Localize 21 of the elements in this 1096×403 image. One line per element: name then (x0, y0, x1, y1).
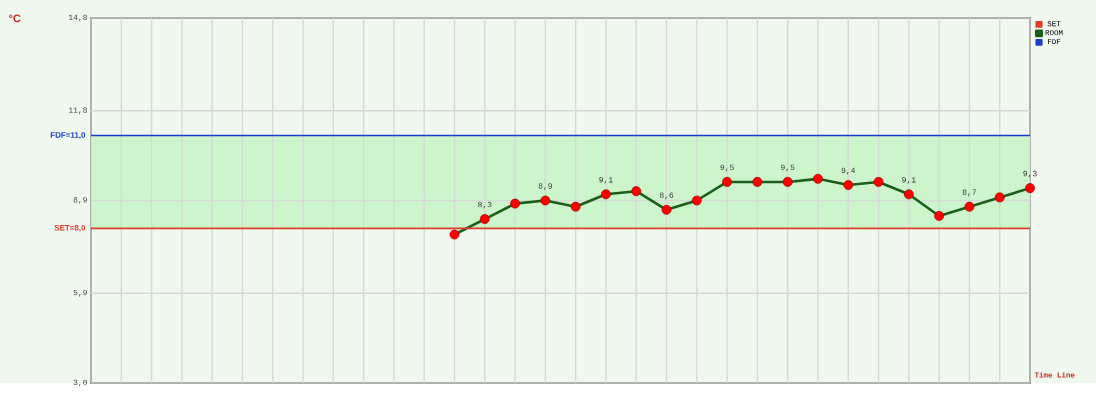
point (540, 195, 551, 206)
y-axis-title: °C (9, 14, 21, 23)
point (449, 229, 460, 240)
point (510, 198, 520, 209)
point (994, 192, 1005, 203)
point (843, 180, 854, 190)
point (1025, 183, 1035, 194)
point (903, 189, 914, 200)
point (570, 201, 581, 212)
point (813, 173, 823, 184)
point (752, 177, 763, 187)
point (479, 214, 490, 224)
point (782, 177, 793, 187)
point (661, 204, 672, 215)
point (601, 189, 611, 200)
point (934, 211, 945, 221)
point (691, 195, 702, 206)
point (722, 177, 732, 187)
point (631, 186, 642, 197)
point (873, 177, 884, 187)
point (964, 201, 975, 212)
